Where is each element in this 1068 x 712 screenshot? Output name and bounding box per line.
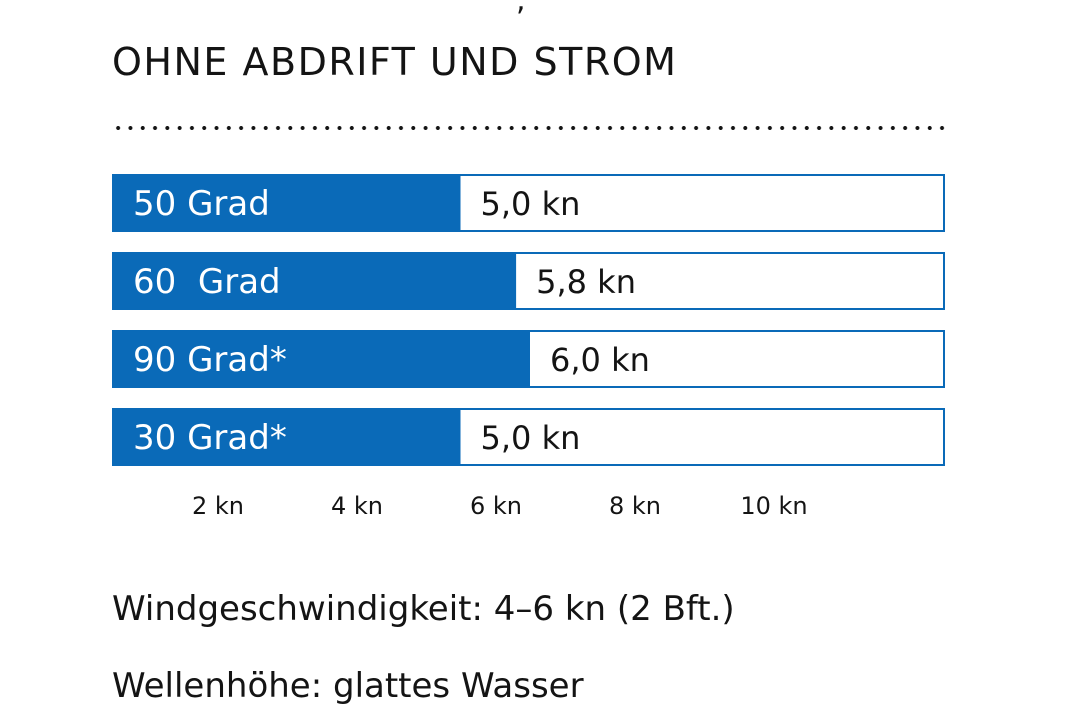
bar-category-label: 30 Grad* [133, 418, 287, 458]
x-tick-label: 6 kn [470, 492, 522, 520]
wave-height-note: Wellenhöhe: glattes Wasser [112, 666, 584, 706]
bar [113, 253, 517, 309]
x-tick-label: 10 kn [740, 492, 807, 520]
bar-value-label: 5,8 kn [536, 263, 636, 301]
bar-category-label: 50 Grad [133, 184, 270, 224]
wind-speed-note: Windgeschwindigkeit: 4–6 kn (2 Bft.) [112, 589, 735, 629]
bar [113, 409, 461, 465]
bar-category-label: 60 Grad [133, 262, 281, 302]
clipped-text-fragment: , [516, 0, 526, 18]
bar [113, 331, 530, 387]
x-tick-label: 4 kn [331, 492, 383, 520]
bar-value-label: 5,0 kn [481, 419, 581, 457]
bar-value-label: 5,0 kn [481, 185, 581, 223]
chart-title: OHNE ABDRIFT UND STROM [112, 40, 678, 84]
bar-category-label: 90 Grad* [133, 340, 287, 380]
bar-value-label: 6,0 kn [550, 341, 650, 379]
bar [113, 175, 461, 231]
x-tick-label: 8 kn [609, 492, 661, 520]
x-tick-label: 2 kn [192, 492, 244, 520]
dotted-divider [112, 125, 948, 131]
